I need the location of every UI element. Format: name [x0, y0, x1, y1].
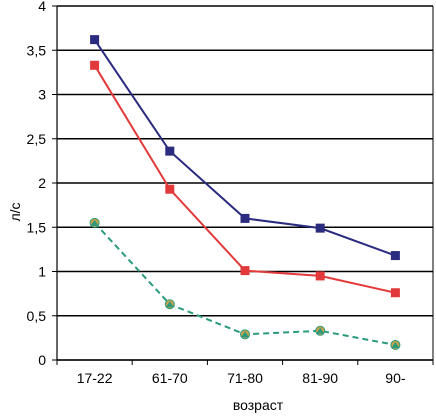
data-point: [240, 266, 250, 276]
y-tick-label: 3,5: [27, 42, 47, 58]
data-point: [315, 223, 325, 233]
axes-layer: [52, 5, 434, 365]
y-tick-label: 1,5: [27, 219, 47, 235]
series-3: [89, 217, 401, 350]
series-line: [93, 64, 396, 294]
x-tick-label: 81-90: [302, 370, 338, 386]
y-tick-label: 3: [38, 87, 46, 103]
data-point: [390, 288, 400, 298]
series-line: [93, 39, 396, 257]
series-line: [93, 222, 396, 346]
x-tick-label: 61-70: [152, 370, 188, 386]
data-point: [90, 35, 100, 45]
y-tick-labels: 0 0,5 1 1,5 2 2,5 3 3,5 4: [27, 0, 47, 368]
data-point: [315, 271, 325, 281]
y-tick-label: 1: [38, 264, 46, 280]
x-tick-label: 90-: [385, 370, 406, 386]
y-tick-label: 0: [38, 352, 46, 368]
data-point: [240, 213, 250, 223]
data-point: [390, 251, 400, 261]
x-tick-label: 71-80: [227, 370, 263, 386]
series-layer: [89, 35, 401, 350]
y-axis-label: л/с: [7, 202, 23, 221]
data-point-triangle: [90, 219, 99, 226]
grid-layer: [57, 5, 433, 361]
series-1: [90, 35, 400, 261]
data-point-triangle: [391, 341, 400, 348]
data-point-triangle: [165, 301, 174, 308]
data-point: [165, 146, 175, 156]
data-point-triangle: [241, 331, 249, 338]
data-point-triangle: [316, 327, 325, 334]
x-axis-label: возраст: [233, 397, 284, 413]
series-2: [90, 60, 400, 298]
y-tick-label: 2: [38, 175, 46, 191]
data-point: [90, 60, 100, 70]
y-tick-label: 4: [38, 0, 46, 14]
x-tick-label: 17-22: [77, 370, 113, 386]
y-tick-label: 0,5: [27, 308, 47, 324]
y-tick-label: 2,5: [27, 131, 47, 147]
x-tick-labels: 17-22 61-70 71-80 81-90 90-: [77, 370, 406, 386]
data-point: [165, 184, 175, 194]
